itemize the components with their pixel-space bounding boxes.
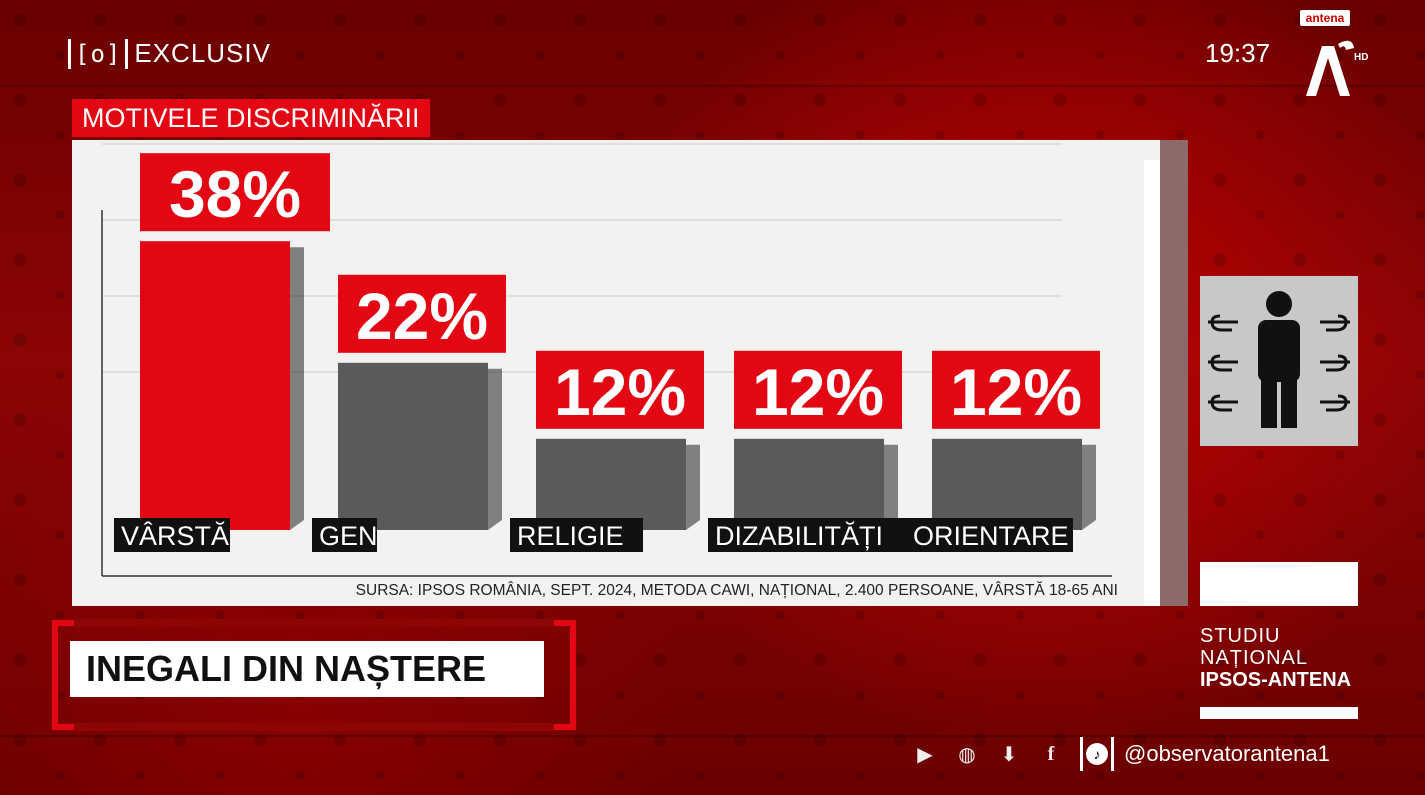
bar <box>338 362 488 530</box>
category-label-box <box>312 518 377 552</box>
value-label-box <box>140 153 330 232</box>
bar-shadow <box>488 368 502 530</box>
tiktok-icon[interactable]: ♪ <box>1080 737 1114 771</box>
headline: INEGALI DIN NAȘTERE <box>70 641 544 697</box>
study-line-1: STUDIU <box>1200 625 1281 647</box>
bar <box>536 438 686 530</box>
category-label-box <box>708 518 926 552</box>
chart-title: MOTIVELE DISCRIMINĂRII <box>72 99 430 137</box>
category-label: ORIENTARE <box>913 521 1069 551</box>
category-label: RELIGIE <box>517 521 624 551</box>
info-box <box>1200 562 1358 606</box>
study-label: STUDIU NAȚIONAL IPSOS-ANTENA <box>1200 625 1351 691</box>
bar-shadow <box>884 444 898 530</box>
panel-edge <box>1144 160 1160 606</box>
exclusive-label: EXCLUSIV <box>134 38 271 68</box>
chart-source: SURSA: IPSOS ROMÂNIA, SEPT. 2024, METODA… <box>353 582 1120 600</box>
bar <box>734 438 884 530</box>
value-label-box <box>338 274 506 353</box>
category-label-box <box>114 518 230 552</box>
value-label-box <box>932 350 1100 429</box>
antena1-logo-icon: antena HD <box>1300 10 1368 120</box>
headline-frame <box>52 619 576 731</box>
category-label: DIZABILITĂȚI <box>715 521 883 551</box>
category-label-box <box>906 518 1073 552</box>
background-band <box>0 735 1425 737</box>
social-handle[interactable]: @observatorantena1 <box>1124 741 1330 766</box>
bar-shadow <box>290 247 304 530</box>
value-label: 12% <box>554 355 686 429</box>
value-label: 22% <box>356 279 488 353</box>
download-app-icon[interactable]: ⬇ <box>1000 743 1018 766</box>
value-label-box <box>536 350 704 429</box>
study-bar <box>1200 707 1358 719</box>
value-label-box <box>734 350 902 429</box>
category-label: VÂRSTĂ <box>121 520 229 551</box>
bar <box>140 241 290 530</box>
chart-panel: 38% VÂRSTĂ 22% GEN 12% RELIGIE 12% DIZABILITĂȚI… <box>72 140 1160 606</box>
person-pointed-at-icon <box>1200 276 1358 446</box>
facebook-icon[interactable]: f <box>1047 742 1055 765</box>
bar <box>932 438 1082 530</box>
bar-shadow <box>1082 444 1096 530</box>
clock: 19:37 <box>1205 38 1271 68</box>
value-label: 12% <box>950 355 1082 429</box>
observator-logo: [o] <box>68 38 129 69</box>
category-label: GEN <box>319 521 378 551</box>
background-band <box>0 85 1425 87</box>
bar-shadow <box>686 444 700 530</box>
globe-icon[interactable]: ◍ <box>958 743 976 766</box>
study-line-2: NAȚIONAL <box>1200 647 1309 669</box>
channel-tag: antena <box>1300 10 1350 26</box>
category-label-box <box>510 518 643 552</box>
study-line-3: IPSOS-ANTENA <box>1200 669 1352 691</box>
value-label: 12% <box>752 355 884 429</box>
antena-play-icon[interactable]: ▶ <box>917 743 933 766</box>
hd-badge: HD <box>1354 52 1368 63</box>
antena1-mark: HD <box>1306 40 1368 96</box>
brand: [o] EXCLUSIV <box>68 38 271 69</box>
social-bar: ▶ ◍ ⬇ f ♪ @observatorantena1 <box>912 734 1330 774</box>
bar-chart: 38% VÂRSTĂ 22% GEN 12% RELIGIE 12% DIZABILITĂȚI… <box>101 143 1112 577</box>
value-label: 38% <box>169 157 301 231</box>
